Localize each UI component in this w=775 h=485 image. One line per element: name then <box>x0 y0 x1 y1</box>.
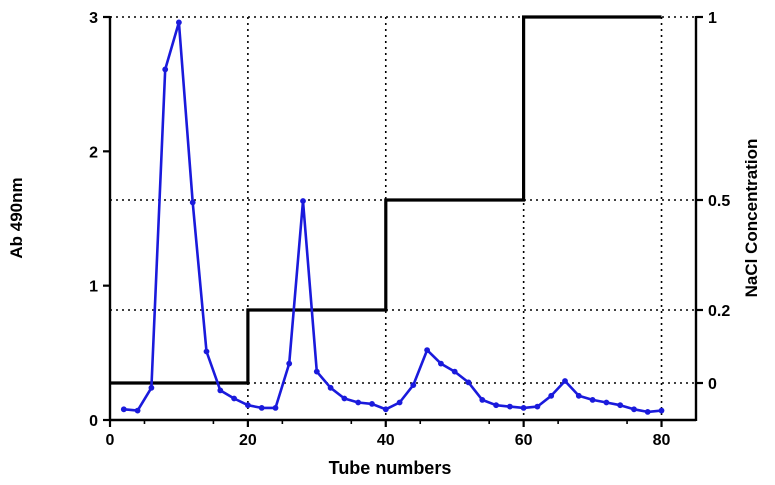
absorbance-point <box>617 402 624 409</box>
absorbance-point <box>396 399 403 406</box>
absorbance-point <box>644 409 651 415</box>
absorbance-line <box>123 21 662 414</box>
y-axis-left-label: Ab 490nm <box>7 177 26 258</box>
absorbance-point <box>603 399 610 406</box>
axes <box>103 15 703 427</box>
absorbance-point <box>300 198 306 204</box>
absorbance-point <box>176 19 182 26</box>
absorbance-point <box>341 395 348 402</box>
absorbance-point <box>507 403 513 410</box>
absorbance-point <box>203 348 210 355</box>
absorbance-point <box>327 384 334 391</box>
absorbance-point <box>382 406 389 413</box>
y-right-tick-label: 0.5 <box>708 193 730 210</box>
absorbance-point <box>479 397 486 403</box>
absorbance-point <box>575 392 582 399</box>
absorbance-point <box>120 406 127 413</box>
y-axis-right-label: NaCl Concentration <box>742 139 761 298</box>
absorbance-point <box>369 401 375 407</box>
y-left-tick-label: 3 <box>89 10 98 27</box>
absorbance-point <box>313 368 320 375</box>
x-tick-label: 40 <box>377 432 395 449</box>
absorbance-point <box>520 405 527 411</box>
absorbance-point <box>424 347 430 353</box>
x-tick-label: 80 <box>653 432 671 449</box>
absorbance-point <box>162 66 169 73</box>
absorbance-point <box>548 392 555 399</box>
absorbance-point <box>189 199 196 206</box>
tick-labels: 0 20 40 60 80 0 1 2 3 0 0.2 0.5 1 <box>89 10 730 449</box>
grid-lines <box>110 16 696 420</box>
absorbance-point <box>231 395 238 402</box>
y-left-tick-label: 0 <box>89 413 98 430</box>
x-tick-label: 60 <box>515 432 533 449</box>
absorbance-point <box>451 368 458 375</box>
absorbance-point <box>493 402 499 409</box>
y-right-tick-label: 0.2 <box>708 303 730 320</box>
absorbance-point <box>658 407 665 414</box>
absorbance-point <box>631 406 637 413</box>
y-left-tick-label: 1 <box>89 279 98 296</box>
nacl-step-line <box>110 15 662 385</box>
x-tick-label: 20 <box>239 432 257 449</box>
absorbance-point <box>410 382 417 388</box>
absorbance-point <box>148 384 155 391</box>
x-tick-label: 0 <box>106 432 115 449</box>
absorbance-series <box>120 19 665 415</box>
absorbance-point <box>438 360 444 367</box>
absorbance-point <box>355 399 362 406</box>
y-right-tick-label: 1 <box>708 10 717 27</box>
y-right-tick-label: 0 <box>708 376 717 393</box>
x-axis-label: Tube numbers <box>329 458 452 478</box>
absorbance-point <box>245 402 251 409</box>
absorbance-point <box>534 403 541 410</box>
nacl-step-series <box>110 15 662 385</box>
absorbance-point <box>589 397 596 403</box>
absorbance-point <box>217 387 224 394</box>
absorbance-point <box>286 360 293 367</box>
absorbance-point <box>272 405 279 411</box>
absorbance-point <box>258 405 265 411</box>
y-left-tick-label: 2 <box>89 144 98 161</box>
absorbance-point <box>465 379 472 386</box>
absorbance-point <box>134 407 141 414</box>
absorbance-point <box>562 378 568 384</box>
